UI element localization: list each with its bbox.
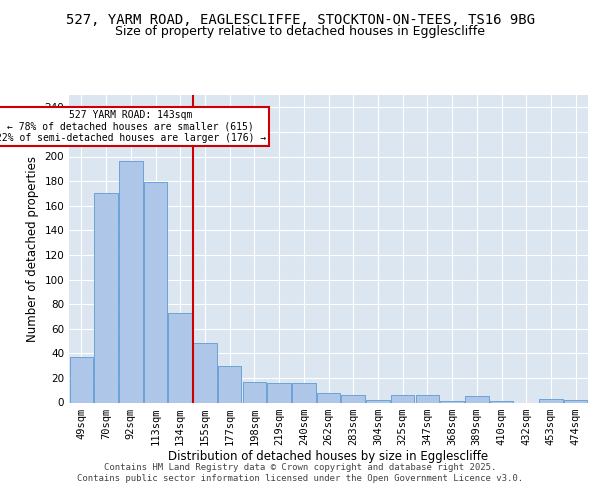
Bar (193, 344, 217, 402)
Text: 527, YARM ROAD, EAGLESCLIFFE, STOCKTON-ON-TEES, TS16 9BG: 527, YARM ROAD, EAGLESCLIFFE, STOCKTON-O… (65, 12, 535, 26)
Bar (119, 162, 143, 402)
Text: 527 YARM ROAD: 143sqm
← 78% of detached houses are smaller (615)
22% of semi-det: 527 YARM ROAD: 143sqm ← 78% of detached … (0, 110, 266, 143)
Bar (391, 395, 415, 402)
Text: Contains HM Land Registry data © Crown copyright and database right 2025.: Contains HM Land Registry data © Crown c… (104, 462, 496, 471)
Bar (268, 383, 291, 402)
Bar (292, 383, 316, 402)
X-axis label: Distribution of detached houses by size in Egglescliffe: Distribution of detached houses by size … (169, 450, 488, 464)
Bar (169, 312, 192, 402)
Bar (317, 392, 340, 402)
Bar (94, 194, 118, 402)
Bar (341, 395, 365, 402)
Y-axis label: Number of detached properties: Number of detached properties (26, 156, 39, 342)
Bar (242, 382, 266, 402)
Bar (465, 396, 488, 402)
Bar (564, 400, 587, 402)
Bar (144, 182, 167, 402)
Bar (70, 357, 93, 403)
Text: Size of property relative to detached houses in Egglescliffe: Size of property relative to detached ho… (115, 25, 485, 38)
Bar (366, 400, 389, 402)
Text: Contains public sector information licensed under the Open Government Licence v3: Contains public sector information licen… (77, 474, 523, 483)
Bar (218, 366, 241, 403)
Bar (539, 399, 563, 402)
Bar (416, 395, 439, 402)
